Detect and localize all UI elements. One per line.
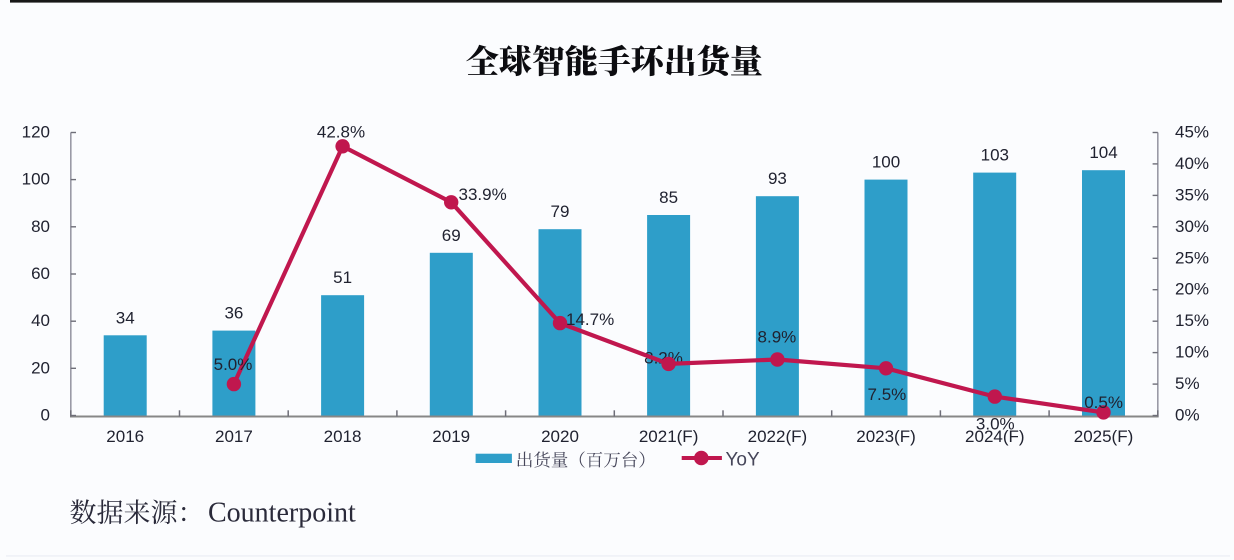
svg-text:45%: 45% bbox=[1175, 123, 1209, 142]
svg-text:2024(F): 2024(F) bbox=[965, 427, 1025, 446]
svg-text:60: 60 bbox=[31, 264, 50, 283]
svg-text:80: 80 bbox=[31, 217, 50, 236]
svg-text:2018: 2018 bbox=[324, 427, 362, 446]
svg-text:85: 85 bbox=[659, 188, 678, 207]
svg-text:30%: 30% bbox=[1175, 217, 1209, 236]
svg-text:14.7%: 14.7% bbox=[566, 310, 614, 329]
svg-text:YoY: YoY bbox=[726, 450, 760, 471]
svg-text:100: 100 bbox=[22, 170, 50, 189]
svg-text:93: 93 bbox=[768, 169, 787, 188]
svg-text:35%: 35% bbox=[1175, 185, 1209, 204]
svg-text:2023(F): 2023(F) bbox=[856, 427, 916, 446]
svg-text:20: 20 bbox=[31, 358, 50, 377]
svg-text:Counterpoint: Counterpoint bbox=[208, 498, 356, 529]
svg-text:2020: 2020 bbox=[541, 427, 579, 446]
svg-text:10%: 10% bbox=[1175, 343, 1209, 362]
svg-text:2017: 2017 bbox=[215, 427, 253, 446]
svg-text:25%: 25% bbox=[1175, 248, 1209, 267]
svg-text:104: 104 bbox=[1089, 143, 1117, 162]
svg-text:0: 0 bbox=[41, 406, 50, 425]
svg-text:120: 120 bbox=[22, 123, 50, 142]
svg-text:40: 40 bbox=[31, 311, 50, 330]
svg-text:3.0%: 3.0% bbox=[976, 415, 1015, 434]
svg-text:15%: 15% bbox=[1175, 311, 1209, 330]
svg-text:2022(F): 2022(F) bbox=[748, 427, 808, 446]
svg-text:40%: 40% bbox=[1175, 154, 1209, 173]
svg-text:2019: 2019 bbox=[432, 427, 470, 446]
svg-text:79: 79 bbox=[551, 202, 570, 221]
svg-text:0.5%: 0.5% bbox=[1084, 393, 1123, 412]
svg-text:7.5%: 7.5% bbox=[868, 385, 907, 404]
svg-text:20%: 20% bbox=[1175, 280, 1209, 299]
svg-text:42.8%: 42.8% bbox=[317, 123, 365, 142]
svg-text:5%: 5% bbox=[1175, 374, 1200, 393]
svg-text:5.0%: 5.0% bbox=[214, 355, 253, 374]
svg-text:100: 100 bbox=[872, 153, 900, 172]
svg-text:69: 69 bbox=[442, 226, 461, 245]
svg-text:103: 103 bbox=[981, 146, 1009, 165]
svg-text:2021(F): 2021(F) bbox=[639, 427, 699, 446]
svg-text:51: 51 bbox=[333, 268, 352, 287]
svg-text:2025(F): 2025(F) bbox=[1074, 427, 1134, 446]
svg-text:8.9%: 8.9% bbox=[758, 328, 797, 347]
svg-text:34: 34 bbox=[116, 308, 135, 327]
svg-text:36: 36 bbox=[224, 304, 243, 323]
svg-text:0%: 0% bbox=[1175, 406, 1200, 425]
svg-text:2016: 2016 bbox=[106, 427, 144, 446]
svg-text:33.9%: 33.9% bbox=[459, 185, 507, 204]
